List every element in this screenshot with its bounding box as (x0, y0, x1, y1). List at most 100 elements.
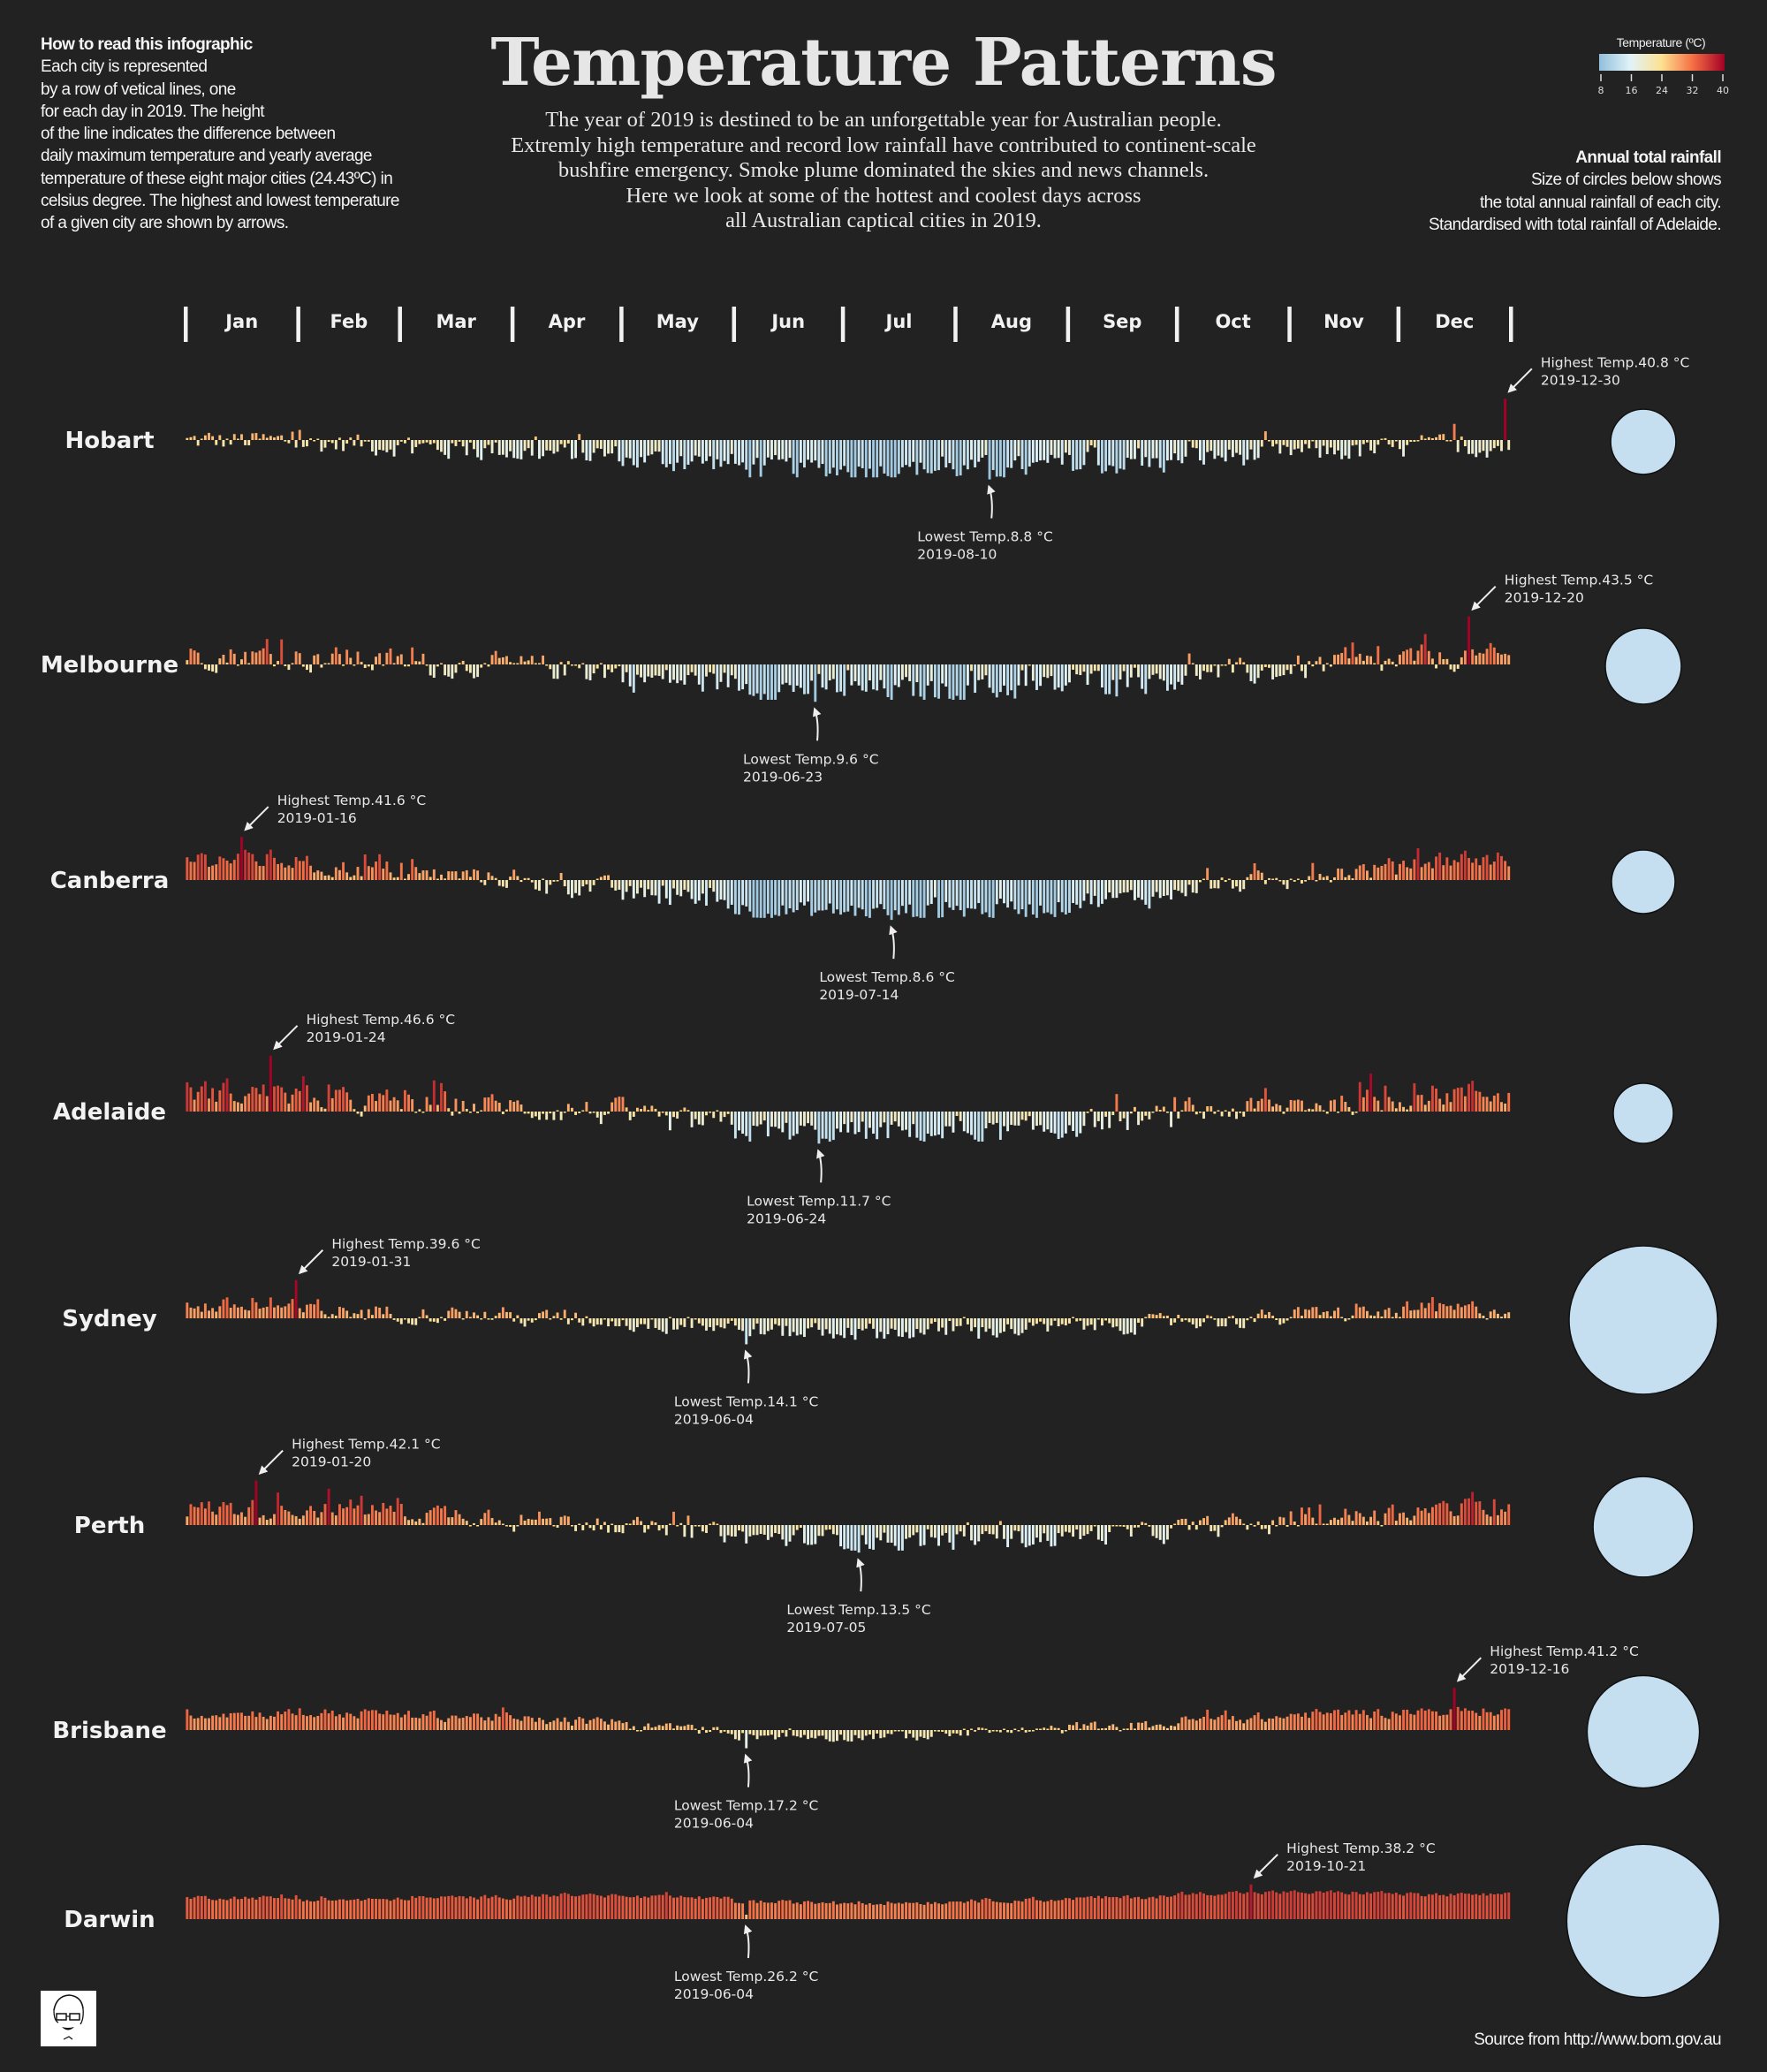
temp-bar (1187, 1525, 1191, 1530)
temp-bar (941, 1904, 944, 1919)
temp-bar (389, 872, 392, 880)
temp-bar (814, 1903, 817, 1919)
temp-bar (966, 1318, 969, 1324)
temp-bar (610, 1318, 614, 1322)
temp-bar (323, 1897, 327, 1919)
temp-bar (1263, 1721, 1267, 1730)
temp-bar (1263, 1088, 1267, 1112)
temp-bar (970, 1899, 973, 1919)
temp-bar (1057, 664, 1060, 688)
temp-bar (599, 1895, 603, 1919)
temp-bar (792, 664, 795, 693)
temp-bar (538, 1511, 541, 1525)
temp-bar (436, 440, 439, 451)
temp-bar (476, 1525, 480, 1527)
temp-bar (861, 1112, 864, 1122)
temp-bar (1246, 1892, 1249, 1919)
temp-bar (647, 440, 650, 456)
temp-bar (378, 1307, 382, 1318)
temp-bar (1006, 664, 1010, 695)
temp-bar (418, 661, 421, 664)
temp-bar (733, 440, 737, 464)
temp-bar (998, 664, 1002, 693)
temp-bar (984, 1525, 988, 1531)
temp-bar (1108, 1112, 1111, 1128)
temp-bar (262, 1895, 265, 1919)
temp-bar (1329, 1316, 1332, 1318)
temp-bar (1445, 1714, 1449, 1730)
note-line: Each city is represented (41, 57, 208, 77)
temp-bar (1187, 1097, 1191, 1112)
temp-bar (1213, 1112, 1217, 1114)
temp-bar (933, 1318, 937, 1323)
temp-bar (872, 1904, 875, 1919)
temp-bar (186, 1516, 189, 1525)
temp-bar (1318, 1315, 1322, 1318)
temp-bar (512, 663, 516, 664)
temp-bar (607, 875, 610, 880)
temp-bar (719, 1525, 723, 1537)
temp-bar (549, 440, 552, 451)
temp-bar (929, 1318, 933, 1324)
temp-bar (690, 440, 694, 462)
temp-bar (320, 440, 323, 452)
temp-bar (1420, 867, 1423, 880)
temp-bar (929, 1730, 933, 1737)
temp-bar (1227, 658, 1231, 664)
temp-bar (915, 880, 919, 917)
temp-bar (549, 880, 552, 885)
temp-bar (396, 656, 399, 664)
temp-bar (1144, 1899, 1148, 1919)
temp-bar (432, 1898, 436, 1919)
temp-bar (552, 1720, 556, 1730)
temp-bar (694, 880, 697, 904)
temp-bar (828, 1730, 831, 1742)
temp-bar (338, 1899, 341, 1919)
temp-bar (1478, 652, 1482, 664)
high-arrow (244, 806, 269, 831)
temp-bar (327, 663, 330, 664)
temp-bar (265, 639, 269, 664)
temp-bar (298, 861, 301, 880)
temp-bar (1235, 662, 1238, 664)
temp-bar (723, 1896, 726, 1919)
temp-bar (1202, 1112, 1205, 1119)
temp-bar (375, 1710, 377, 1730)
temp-bar (581, 1110, 585, 1112)
temp-bar (701, 1525, 704, 1532)
temp-bar (781, 1318, 785, 1336)
temp-bar (1315, 1523, 1318, 1525)
temp-bar (1165, 664, 1169, 691)
temp-bar (1449, 1511, 1452, 1525)
low-arrow (743, 1753, 753, 1787)
temp-bar (382, 664, 385, 666)
temp-bar (1507, 1504, 1511, 1525)
temp-bar (1158, 1110, 1162, 1112)
lowest-temp-label: Lowest Temp.26.2 °C (674, 1969, 818, 1985)
rainfall-circle (1592, 1476, 1695, 1578)
temp-bar (534, 1519, 537, 1525)
temp-bar (952, 440, 955, 470)
temp-bar (879, 440, 883, 467)
temp-bar (1108, 1525, 1111, 1532)
temp-bar (814, 1318, 817, 1324)
note-line: celsius degree. The highest and lowest t… (41, 192, 399, 211)
temp-bar (1482, 1316, 1485, 1318)
temp-bar (839, 1730, 843, 1735)
temp-bar (988, 1525, 991, 1535)
temp-bar (425, 1315, 428, 1318)
temp-bar (1416, 650, 1420, 664)
temp-bar (1137, 1525, 1140, 1528)
temp-bar (762, 1730, 766, 1736)
temp-bar (411, 1717, 414, 1730)
temp-bar (1445, 440, 1449, 442)
temp-bar (919, 1318, 922, 1333)
temp-bar (926, 1901, 929, 1919)
temp-bar (1293, 440, 1296, 450)
temp-bar (1304, 1514, 1308, 1525)
temp-bar (1475, 440, 1478, 458)
temp-bar (538, 1718, 541, 1730)
temp-bar (1260, 872, 1263, 880)
temp-bar (850, 1902, 853, 1919)
temp-bar (1427, 650, 1430, 664)
